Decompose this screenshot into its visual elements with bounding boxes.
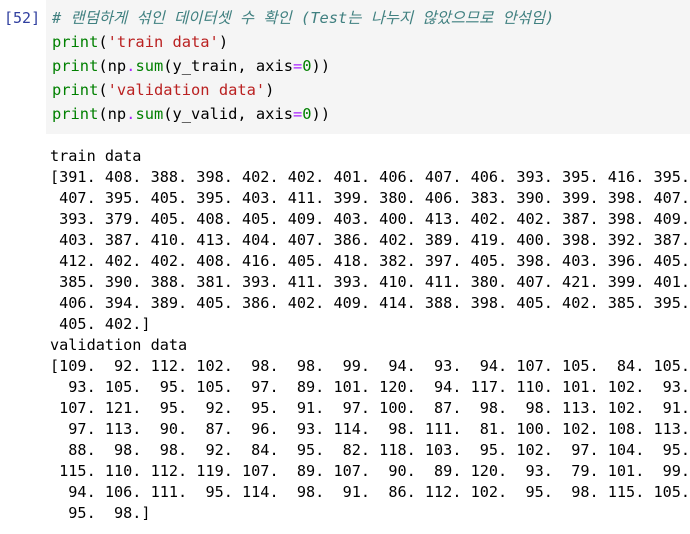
code-token: sum	[135, 57, 164, 75]
output-line: 107. 121. 95. 92. 95. 91. 97. 100. 87. 9…	[50, 399, 690, 417]
code-token: =	[292, 105, 303, 123]
code-token: 'train data'	[107, 33, 219, 51]
code-line: print('train data')	[52, 30, 554, 54]
code-token: )	[265, 81, 275, 99]
code-editor[interactable]: # 랜덤하게 섞인 데이터셋 수 확인 (Test는 나누지 않았으므로 안섞임…	[52, 6, 554, 126]
code-token: (y_train, axis	[163, 57, 293, 75]
code-token: print	[52, 105, 99, 123]
code-line: print('validation data')	[52, 78, 554, 102]
output-line: 115. 110. 112. 119. 107. 89. 107. 90. 89…	[50, 462, 690, 480]
code-token: print	[52, 57, 99, 75]
execution-count: [52]	[4, 9, 41, 27]
output-line: validation data	[50, 336, 188, 354]
code-token: .	[126, 105, 136, 123]
output-line: 93. 105. 95. 105. 97. 89. 101. 120. 94. …	[50, 378, 690, 396]
output-line: 393. 379. 405. 408. 405. 409. 403. 400. …	[50, 210, 690, 228]
output-line: 88. 98. 98. 92. 84. 95. 82. 118. 103. 95…	[50, 441, 690, 459]
output-line: 97. 113. 90. 87. 96. 93. 114. 98. 111. 8…	[50, 420, 690, 438]
code-token: ))	[311, 57, 331, 75]
code-token: sum	[135, 105, 164, 123]
cell-output: train data [391. 408. 388. 398. 402. 402.…	[50, 146, 690, 524]
output-line: 94. 106. 111. 95. 114. 98. 91. 86. 112. …	[50, 483, 690, 501]
code-token: print	[52, 33, 99, 51]
output-line: 385. 390. 388. 381. 393. 411. 393. 410. …	[50, 273, 690, 291]
code-token: (y_valid, axis	[163, 105, 293, 123]
code-token: 0	[302, 57, 312, 75]
code-token: =	[292, 57, 303, 75]
output-line: train data	[50, 147, 142, 165]
output-line: 405. 402.]	[50, 315, 151, 333]
code-token: # 랜덤하게 섞인 데이터셋 수 확인 (Test는 나누지 않았으므로 안섞임…	[52, 9, 555, 27]
output-line: [391. 408. 388. 398. 402. 402. 401. 406.…	[50, 168, 690, 186]
output-line: 407. 395. 405. 395. 403. 411. 399. 380. …	[50, 189, 690, 207]
code-input-area[interactable]: # 랜덤하게 섞인 데이터셋 수 확인 (Test는 나누지 않았으므로 안섞임…	[46, 0, 690, 134]
code-line: print(np.sum(y_valid, axis=0))	[52, 102, 554, 126]
output-line: 412. 402. 402. 408. 416. 405. 418. 382. …	[50, 252, 690, 270]
code-token: )	[218, 33, 229, 51]
code-line: # 랜덤하게 섞인 데이터셋 수 확인 (Test는 나누지 않았으므로 안섞임…	[52, 6, 554, 30]
output-line: 403. 387. 410. 413. 404. 407. 386. 402. …	[50, 231, 690, 249]
code-token: 'validation data'	[107, 81, 266, 99]
code-token: (	[98, 81, 108, 99]
output-line: [109. 92. 112. 102. 98. 98. 99. 94. 93. …	[50, 357, 690, 375]
code-token: print	[52, 81, 99, 99]
output-line: 406. 394. 389. 405. 386. 402. 409. 414. …	[50, 294, 690, 312]
code-token: .	[126, 57, 136, 75]
code-token: 0	[302, 105, 312, 123]
code-token: ))	[311, 105, 331, 123]
output-line: 95. 98.]	[50, 504, 151, 522]
code-token: (np	[98, 57, 127, 75]
code-line: print(np.sum(y_train, axis=0))	[52, 54, 554, 78]
code-token: (	[98, 33, 108, 51]
code-token: (np	[98, 105, 127, 123]
